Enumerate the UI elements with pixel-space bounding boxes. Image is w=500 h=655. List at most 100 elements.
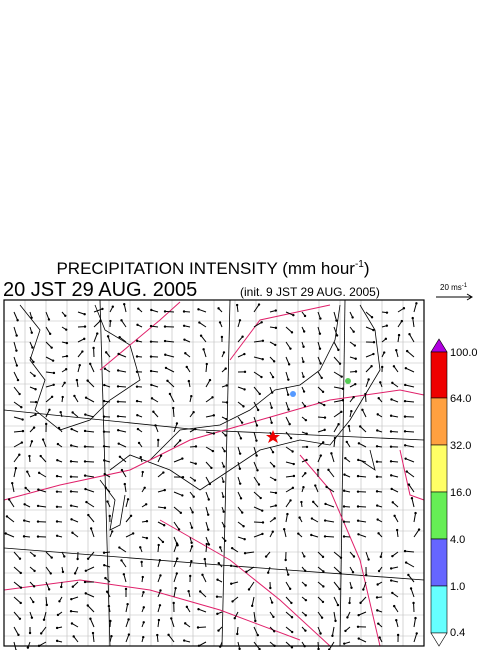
wind-head [188,380,190,382]
wind-head [224,434,226,436]
wind-head [31,440,33,442]
wind-head [208,543,210,545]
wind-vector [121,560,126,567]
wind-vector [334,582,340,589]
wind-head [111,530,113,532]
wind-vector [85,461,94,462]
wind-vector [86,502,94,507]
wind-head [23,535,25,537]
wind-vector [86,567,94,571]
wind-head [71,532,73,534]
title-end: ) [364,259,370,278]
wind-head [406,470,408,472]
wind-vector [90,364,94,372]
wind-head [353,555,355,557]
wind-head [414,617,416,619]
wind-head [87,604,89,606]
wind-head [337,604,339,606]
wind-head [376,609,378,611]
wind-head [251,605,253,607]
wind-head [364,393,366,395]
wind-head [303,555,305,557]
wind-head [243,538,245,540]
wind-head [357,505,359,507]
wind-head [70,518,72,520]
wind-head [106,591,108,593]
wind-head [142,576,144,578]
wind-head [180,512,182,514]
wind-head [84,581,86,583]
wind-head [197,608,199,610]
wind-vector [85,415,94,417]
wind-head [183,338,185,340]
wind-head [125,588,127,590]
wind-head [355,358,357,360]
wind-head [239,468,241,470]
wind-head [222,496,224,498]
wind-head [174,587,176,589]
wind-head [376,429,378,431]
wind-head [117,415,119,417]
wind-head [304,584,306,586]
wind-head [292,314,294,316]
wind-head [259,393,261,395]
wind-head [288,363,290,365]
wind-head [372,329,374,331]
wind-head [21,418,23,420]
wind-head [357,475,359,477]
wind-head [377,413,379,415]
wind-head [407,574,409,576]
wind-head [123,573,125,575]
wind-vector [406,368,414,372]
wind-head [219,546,221,548]
wind-vector [118,370,126,372]
wind-head [30,317,32,319]
wind-head [314,484,316,486]
wind-head [393,605,395,607]
wind-head [206,543,208,545]
wind-head [376,476,378,478]
wind-head [239,482,241,484]
wind-head [340,557,342,559]
wind-vector [286,627,292,632]
wind-head [138,442,140,444]
wind-head [162,471,164,473]
wind-head [136,414,138,416]
wind-head [183,639,185,641]
wind-head [176,557,178,559]
wind-vector [406,459,414,462]
wind-head [390,430,392,432]
wind-head [408,483,410,485]
wind-head [33,375,35,377]
wind-vector [85,476,94,477]
wind-head [56,475,58,477]
wind-head [310,534,312,536]
wind-head [160,454,162,456]
wind-head [254,620,256,622]
wind-head [120,559,122,561]
wind-vector [334,372,342,377]
wind-head [376,461,378,463]
wind-vector [254,372,261,377]
wind-head [348,425,350,427]
wind-head [256,469,258,471]
wind-head [83,313,85,315]
wind-vector [413,318,414,327]
wind-head [396,529,398,531]
wind-head [404,430,406,432]
wind-head [322,570,324,572]
wind-head [17,634,19,636]
wind-head [395,619,397,621]
wind-vector [38,506,46,507]
wind-head [242,525,244,527]
colorbar [431,339,447,646]
wind-head [212,450,214,452]
wind-head [383,351,385,353]
wind-head [230,583,232,585]
wind-head [164,507,166,509]
wind-head [231,547,233,549]
wind-head [305,459,307,461]
wind-head [103,415,105,417]
typhoon-marker [266,430,280,443]
wind-head [343,535,345,537]
